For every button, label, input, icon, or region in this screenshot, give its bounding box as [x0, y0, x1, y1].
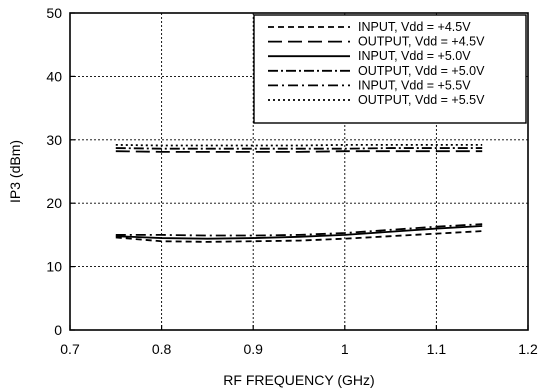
- y-tick-label: 40: [46, 68, 62, 84]
- series-line-2: [115, 150, 483, 153]
- legend-entry-label: INPUT, Vdd = +5.0V: [358, 49, 471, 63]
- legend-entry-label: INPUT, Vdd = +5.5V: [358, 78, 471, 92]
- y-axis-label: IP3 (dBm): [7, 140, 23, 203]
- legend-box: [253, 14, 527, 124]
- y-tick-label: 20: [46, 195, 62, 211]
- series-line-6: [115, 143, 483, 147]
- x-tick-label: 1.1: [427, 341, 447, 357]
- legend-entry-label: OUTPUT, Vdd = +5.0V: [358, 64, 485, 78]
- series-line-4: [115, 147, 483, 150]
- x-tick-label: 0.8: [152, 341, 172, 357]
- legend-entry-label: OUTPUT, Vdd = +5.5V: [358, 93, 485, 107]
- plot-frame: [69, 12, 529, 331]
- series-line-3: [115, 225, 483, 240]
- series-line-5: [115, 223, 483, 237]
- x-tick-label: 1: [341, 341, 349, 357]
- y-tick-label: 30: [46, 132, 62, 148]
- legend-entry-label: OUTPUT, Vdd = +4.5V: [358, 35, 485, 49]
- legend-entry-label: INPUT, Vdd = +4.5V: [358, 20, 471, 34]
- x-axis-label: RF FREQUENCY (GHz): [223, 372, 374, 388]
- series-lines: [115, 143, 483, 243]
- ticks: 0.7 0.8 0.9 1 1.1 1.2 0 10 20 30 40 50: [46, 5, 538, 357]
- x-tick-label: 0.9: [243, 341, 263, 357]
- x-tick-label: 1.2: [518, 341, 538, 357]
- y-tick-label: 50: [46, 5, 62, 21]
- series-line-1: [115, 230, 483, 243]
- y-tick-label: 10: [46, 259, 62, 275]
- x-tick-label: 0.7: [60, 341, 80, 357]
- y-tick-label: 0: [54, 322, 62, 338]
